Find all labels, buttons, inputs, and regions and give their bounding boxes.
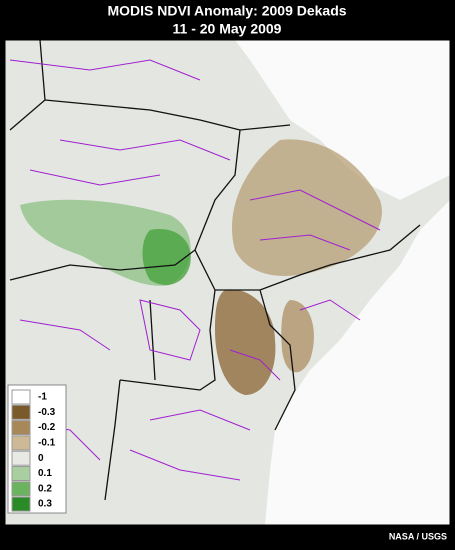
red-sea bbox=[235, 40, 450, 200]
legend-label: -0.3 bbox=[38, 407, 56, 418]
dry-patch bbox=[281, 300, 314, 373]
legend: -1 -0.3 -0.2 -0.1 0 0.1 0.2 0.3 bbox=[7, 384, 67, 514]
province-border bbox=[9, 59, 381, 481]
green-patch bbox=[142, 229, 191, 285]
dry-patch bbox=[215, 289, 276, 395]
map-frame bbox=[4, 39, 451, 526]
map bbox=[4, 39, 451, 526]
title: MODIS NDVI Anomaly: 2009 Dekads bbox=[107, 3, 346, 19]
legend-swatch bbox=[11, 466, 31, 481]
credit: NASA / USGS bbox=[389, 531, 447, 541]
legend-label: 0.3 bbox=[38, 499, 52, 510]
legend-swatch bbox=[11, 420, 31, 436]
legend-label: -0.2 bbox=[38, 422, 56, 433]
legend-swatch bbox=[11, 496, 31, 512]
legend-label: 0.2 bbox=[38, 483, 52, 494]
dry-patch bbox=[232, 139, 382, 276]
indian-ocean bbox=[265, 200, 450, 525]
legend-label: -1 bbox=[38, 392, 47, 403]
legend-label: 0 bbox=[38, 453, 44, 464]
country-border bbox=[9, 39, 421, 501]
legend-swatch bbox=[11, 435, 31, 451]
legend-label: 0.1 bbox=[38, 468, 52, 479]
legend-swatch bbox=[11, 404, 31, 420]
legend-swatch bbox=[11, 389, 31, 405]
legend-swatch bbox=[11, 481, 31, 497]
legend-swatch bbox=[11, 450, 31, 466]
legend-label: -0.1 bbox=[38, 438, 56, 449]
subtitle: 11 - 20 May 2009 bbox=[173, 21, 282, 37]
